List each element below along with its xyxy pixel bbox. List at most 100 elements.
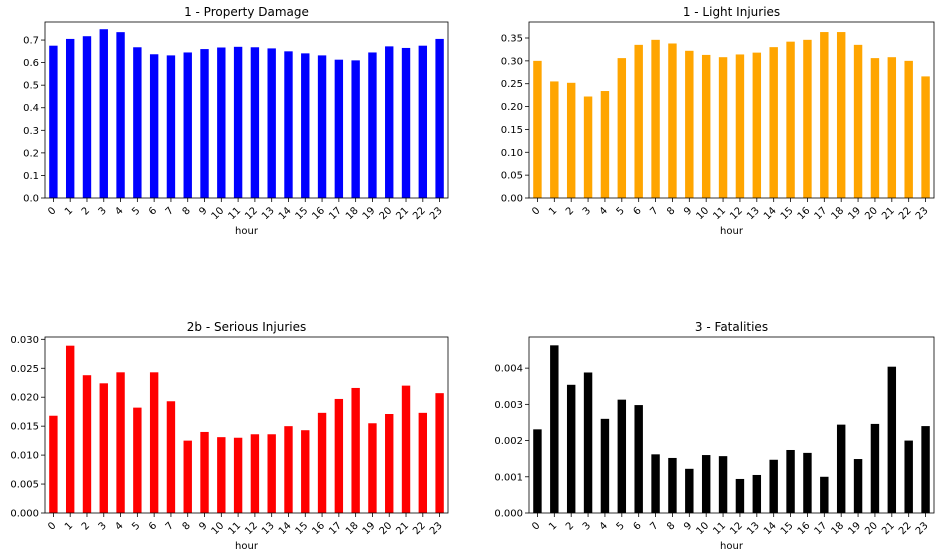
bar-hour-7 (651, 39, 660, 199)
x-tick-label: 3 (581, 205, 593, 217)
x-tick-label: 14 (277, 205, 294, 222)
x-tick-label: 1 (63, 205, 75, 217)
bar-hour-19 (368, 423, 377, 513)
bar-hour-10 (217, 437, 226, 513)
bar-hour-23 (435, 38, 444, 198)
bar-hour-8 (668, 457, 677, 513)
bar-hour-14 (769, 47, 778, 199)
bar-hour-13 (752, 52, 762, 198)
bar-hour-16 (803, 452, 812, 513)
bar-hour-3 (583, 96, 593, 198)
y-tick-label: 0.15 (501, 125, 523, 136)
bar-hour-4 (116, 32, 125, 199)
x-tick-label: 23 (914, 520, 931, 537)
x-tick-label: 9 (682, 205, 694, 217)
x-tick-label: 11 (711, 520, 728, 537)
y-tick-label: 0.20 (501, 102, 523, 113)
bar-hour-18 (836, 32, 846, 198)
x-tick-label: 19 (846, 520, 863, 537)
bar-hour-15 (301, 53, 310, 198)
bar-hour-4 (600, 91, 610, 198)
bar-hour-2 (566, 384, 576, 513)
x-tick-label: 16 (796, 205, 813, 222)
bar-hour-7 (166, 55, 176, 199)
x-tick-label: 19 (846, 205, 863, 222)
x-tick-label: 10 (695, 205, 712, 222)
y-tick-label: 0.5 (23, 81, 39, 92)
bar-hour-2 (82, 375, 92, 513)
x-tick-label: 1 (547, 520, 559, 532)
bar-hour-14 (284, 426, 293, 513)
plot-frame (528, 336, 935, 514)
bar-hour-3 (99, 29, 108, 198)
bar-hour-3 (583, 372, 593, 513)
x-tick-label: 22 (411, 205, 428, 222)
x-tick-label: 12 (728, 205, 745, 222)
x-tick-label: 3 (97, 205, 109, 217)
x-tick-label: 3 (97, 520, 109, 532)
x-tick-label: 0 (46, 520, 58, 532)
x-tick-label: 2 (564, 520, 576, 532)
bar-hour-18 (351, 60, 360, 198)
x-tick-label: 20 (378, 520, 395, 537)
y-tick-label: 0.000 (10, 509, 39, 520)
y-tick-label: 0.000 (494, 509, 523, 520)
bar-hour-1 (550, 345, 559, 513)
bar-hour-15 (301, 430, 310, 513)
bar-hour-21 (401, 47, 411, 199)
bar-hour-12 (250, 47, 260, 199)
y-tick-label: 0.2 (23, 148, 39, 159)
x-tick-label: 14 (762, 205, 779, 222)
x-tick-label: 7 (648, 520, 660, 532)
x-tick-label: 10 (210, 520, 227, 537)
bar-hour-22 (418, 45, 428, 198)
panel-serious-injuries: 2b - Serious Injuries hour 0.000 0.005 0.0… (10, 320, 449, 552)
x-tick-label: 4 (113, 520, 125, 532)
bar-hour-13 (267, 434, 276, 513)
plot-frame (44, 21, 449, 199)
bar-hour-16 (803, 39, 812, 199)
x-axis-label: hour (235, 541, 259, 552)
bar-hour-0 (49, 45, 58, 198)
y-tick-label: 0.4 (23, 103, 39, 114)
x-tick-label: 9 (682, 520, 694, 532)
plot-frame (528, 21, 935, 199)
bar-hour-17 (334, 59, 344, 198)
x-tick-label: 15 (294, 205, 311, 222)
x-tick-label: 9 (197, 520, 209, 532)
x-tick-label: 7 (648, 205, 660, 217)
y-tick-label: 0.003 (494, 400, 523, 411)
bar-hour-13 (752, 474, 762, 513)
x-tick-label: 6 (147, 520, 159, 532)
bar-hour-0 (49, 415, 58, 513)
x-tick-label: 6 (632, 520, 644, 532)
x-tick-label: 21 (880, 205, 897, 222)
bar-hour-22 (904, 440, 913, 513)
bar-hour-22 (418, 412, 428, 513)
x-tick-label: 21 (394, 205, 411, 222)
bar-hour-5 (133, 47, 142, 199)
x-axis-label: hour (235, 226, 259, 237)
chart-title: 2b - Serious Injuries (187, 320, 306, 334)
x-tick-label: 18 (830, 205, 847, 222)
x-tick-label: 8 (181, 520, 193, 532)
bar-hour-17 (820, 476, 829, 513)
x-tick-label: 20 (378, 205, 395, 222)
x-tick-label: 11 (226, 520, 243, 537)
panel-property-damage: 1 - Property Damage hour 0.0 0.1 0.2 0.3 0.4… (23, 5, 449, 237)
x-tick-label: 1 (63, 520, 75, 532)
x-tick-label: 18 (830, 520, 847, 537)
bar-hour-10 (701, 54, 711, 198)
bar-hour-23 (435, 393, 444, 513)
x-tick-label: 23 (914, 205, 931, 222)
chart-title: 1 - Property Damage (184, 5, 309, 19)
bar-hour-16 (317, 55, 327, 199)
bar-hour-18 (836, 424, 846, 513)
y-tick-label: 0.3 (23, 126, 39, 137)
x-tick-label: 5 (130, 205, 142, 217)
y-tick-label: 0.6 (23, 58, 39, 69)
x-tick-label: 8 (665, 205, 677, 217)
bar-hour-7 (166, 401, 176, 513)
panel-light-injuries: 1 - Light Injuries hour 0.00 0.05 0.10 0.15… (501, 5, 935, 237)
bar-hour-6 (634, 44, 643, 198)
